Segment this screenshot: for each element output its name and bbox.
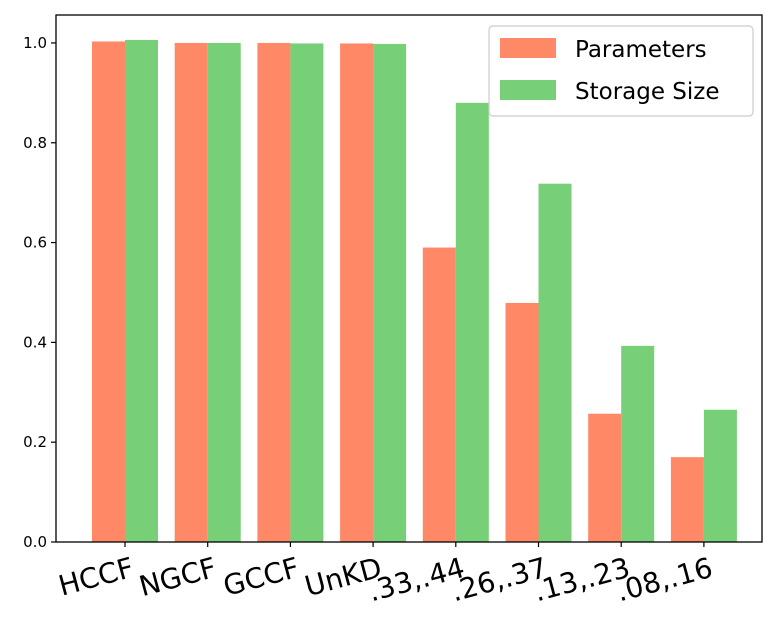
- bar-storage-size-5: [538, 183, 572, 542]
- bar-storage-size-6: [621, 345, 655, 542]
- y-axis: 0.0 0.2 0.4 0.6 0.8 1.0: [23, 34, 56, 551]
- legend: Parameters Storage Size: [488, 25, 754, 117]
- bar-storage-size-7: [703, 409, 737, 542]
- x-tick-label: GCCF: [220, 551, 303, 603]
- x-tick-label: NGCF: [136, 551, 220, 603]
- legend-label-storage-size: Storage Size: [575, 79, 720, 105]
- y-tick-label: 0.4: [23, 333, 47, 351]
- y-tick-label: 0.2: [23, 433, 47, 451]
- bar-parameters-1: [174, 42, 208, 542]
- bars-group: [92, 39, 737, 542]
- bar-storage-size-4: [455, 102, 489, 542]
- legend-swatch-storage-size: [500, 80, 556, 100]
- bar-parameters-7: [670, 457, 704, 542]
- bar-parameters-4: [422, 247, 456, 542]
- bar-parameters-2: [257, 42, 291, 542]
- bar-storage-size-3: [373, 43, 407, 542]
- bar-storage-size-0: [125, 39, 158, 542]
- legend-label-parameters: Parameters: [575, 37, 707, 63]
- bar-storage-size-1: [207, 42, 241, 542]
- bar-storage-size-2: [290, 43, 324, 542]
- bar-parameters-0: [92, 41, 125, 542]
- x-tick-label: .08,.16: [613, 551, 716, 608]
- y-tick-label: 0.0: [23, 533, 47, 551]
- x-tick-label: HCCF: [55, 551, 137, 603]
- y-tick-label: 0.8: [23, 134, 47, 152]
- bar-parameters-5: [505, 302, 539, 542]
- bar-parameters-3: [340, 43, 374, 542]
- plot-frame: [55, 14, 763, 543]
- y-tick-label: 0.6: [23, 234, 47, 252]
- bar-parameters-6: [588, 413, 622, 542]
- legend-swatch-parameters: [500, 38, 556, 58]
- y-tick-label: 1.0: [23, 34, 47, 52]
